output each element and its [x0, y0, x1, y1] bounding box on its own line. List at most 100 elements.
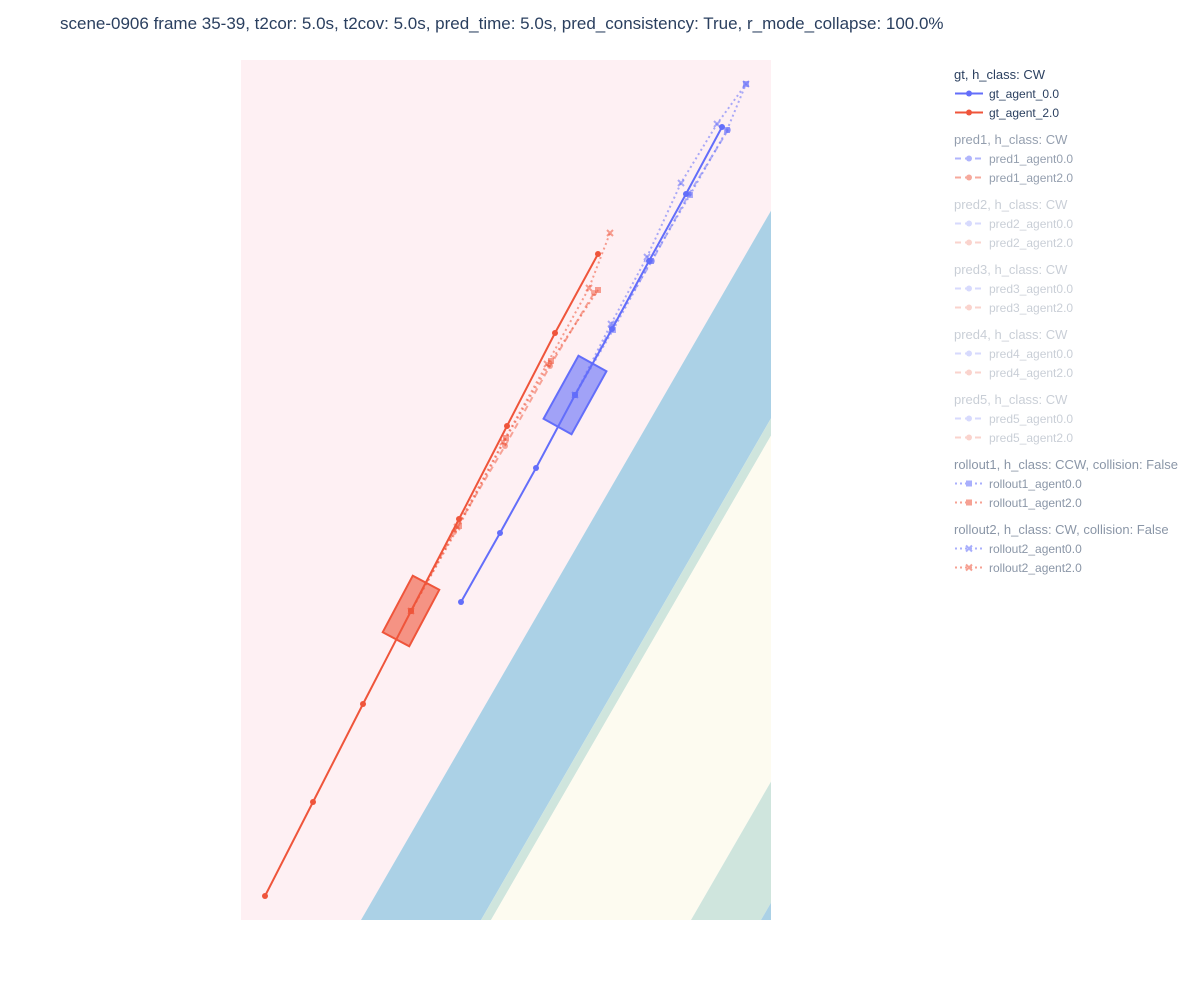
legend-group: pred5, h_class: CW pred5_agent0.0 pred5_ag… [954, 391, 1194, 447]
legend-item-label: pred1_agent2.0 [989, 170, 1074, 185]
series-point-gt_agent_2.0 [504, 423, 510, 429]
legend-item[interactable]: rollout2_agent0.0 [954, 539, 1194, 558]
map-layer [241, 60, 771, 920]
legend-marker-icon [966, 415, 972, 422]
series-rollout2_agent2.0 [407, 229, 614, 615]
legend-group: pred2, h_class: CW pred2_agent0.0 pred2_ag… [954, 196, 1194, 252]
legend-item-label: rollout2_agent2.0 [989, 560, 1082, 575]
legend-group-title: rollout2, h_class: CW, collision: False [954, 522, 1169, 537]
series-point-gt_agent_0.0 [719, 124, 725, 130]
legend-item[interactable]: pred2_agent0.0 [954, 214, 1194, 233]
series-point-rollout2_agent2.0 [543, 360, 551, 368]
legend-swatch-icon [955, 369, 983, 376]
series-point-rollout2_agent0.0 [713, 120, 721, 128]
legend-swatch-icon [955, 415, 983, 422]
map-band-green [691, 781, 771, 920]
series-point-rollout1_agent0.0 [610, 327, 616, 333]
legend-group-title: rollout1, h_class: CCW, collision: False [954, 457, 1178, 472]
series-point-rollout1_agent2.0 [595, 287, 601, 293]
series-point-gt_agent_0.0 [497, 530, 503, 536]
legend-swatch-icon [955, 480, 983, 487]
legend-group: rollout1, h_class: CCW, collision: False… [954, 456, 1194, 512]
legend-item[interactable]: pred1_agent0.0 [954, 149, 1194, 168]
series-point-rollout1_agent0.0 [687, 192, 693, 198]
series-point-gt_agent_2.0 [360, 701, 366, 707]
legend-group-title: gt, h_class: CW [954, 67, 1046, 82]
legend-group: pred4, h_class: CW pred4_agent0.0 pred4_ag… [954, 326, 1194, 382]
legend-item-label: pred5_agent2.0 [989, 430, 1074, 445]
legend-item[interactable]: pred5_agent2.0 [954, 428, 1194, 447]
legend-item[interactable]: pred4_agent0.0 [954, 344, 1194, 363]
series-point-rollout2_agent2.0 [453, 523, 461, 531]
legend-item-label: pred2_agent0.0 [989, 216, 1074, 231]
plot-area [241, 60, 771, 920]
series-point-rollout1_agent0.0 [724, 127, 730, 133]
series-point-rollout2_agent0.0 [643, 253, 651, 261]
legend-marker-icon [966, 480, 972, 487]
legend-item-label: pred4_agent0.0 [989, 346, 1074, 361]
legend-group-title: pred4, h_class: CW [954, 327, 1068, 342]
series-point-rollout1_agent2.0 [503, 435, 509, 441]
chart-title: scene-0906 frame 35-39, t2cor: 5.0s, t2c… [60, 14, 944, 33]
map-band-pink [241, 60, 771, 920]
series-point-rollout1_agent2.0 [548, 358, 554, 364]
legend-swatch-icon [955, 563, 983, 572]
legend-marker-icon [966, 109, 972, 116]
legend-marker-icon [965, 563, 973, 572]
series-point-rollout2_agent0.0 [607, 320, 615, 328]
legend-swatch-icon [955, 174, 983, 181]
legend-item-label: rollout1_agent2.0 [989, 495, 1082, 510]
legend-item[interactable]: gt_agent_0.0 [954, 84, 1194, 103]
legend-marker-icon [966, 350, 972, 357]
series-point-gt_agent_0.0 [458, 599, 464, 605]
legend-marker-icon [966, 155, 972, 162]
legend-group: rollout2, h_class: CW, collision: False r… [954, 521, 1194, 577]
legend-item[interactable]: pred3_agent0.0 [954, 279, 1194, 298]
legend-group-title: pred5, h_class: CW [954, 392, 1068, 407]
legend-marker-icon [966, 220, 972, 227]
legend-item-label: rollout2_agent0.0 [989, 541, 1082, 556]
legend-group-title: pred1, h_class: CW [954, 132, 1068, 147]
legend-item[interactable]: pred5_agent0.0 [954, 409, 1194, 428]
map-band-blue [361, 210, 771, 920]
series-point-rollout2_agent2.0 [499, 438, 507, 446]
legend-item[interactable]: rollout1_agent2.0 [954, 493, 1194, 512]
series-point-rollout2_agent0.0 [677, 179, 685, 187]
legend-item[interactable]: rollout1_agent0.0 [954, 474, 1194, 493]
legend-item-label: pred4_agent2.0 [989, 365, 1074, 380]
legend-item[interactable]: pred3_agent2.0 [954, 298, 1194, 317]
legend-item[interactable]: pred4_agent2.0 [954, 363, 1194, 382]
legend-marker-icon [966, 90, 972, 97]
trajectory-layer [262, 80, 750, 899]
series-point-rollout2_agent2.0 [606, 229, 614, 237]
legend-item-label: pred5_agent0.0 [989, 411, 1074, 426]
legend-item-label: pred1_agent0.0 [989, 151, 1074, 166]
legend-item-label: gt_agent_2.0 [989, 105, 1060, 120]
series-line-rollout2_agent0.0 [574, 83, 747, 396]
legend-marker-icon [966, 434, 972, 441]
series-point-gt_agent_2.0 [595, 251, 601, 257]
legend-swatch-icon [955, 434, 983, 441]
legend-marker-icon [966, 304, 972, 311]
legend-group: pred1, h_class: CW pred1_agent0.0 pred1_ag… [954, 131, 1194, 187]
legend-item[interactable]: rollout2_agent2.0 [954, 558, 1194, 577]
legend-marker-icon [966, 285, 972, 292]
legend-item-label: rollout1_agent0.0 [989, 476, 1082, 491]
map-band-green [481, 418, 771, 920]
legend-swatch-icon [955, 544, 983, 553]
legend-item[interactable]: pred1_agent2.0 [954, 168, 1194, 187]
legend-item[interactable]: gt_agent_2.0 [954, 103, 1194, 122]
legend-item[interactable]: pred2_agent2.0 [954, 233, 1194, 252]
legend-item-label: gt_agent_0.0 [989, 86, 1060, 101]
series-point-rollout2_agent2.0 [407, 607, 415, 615]
series-point-rollout1_agent0.0 [648, 258, 654, 264]
series-point-gt_agent_2.0 [310, 799, 316, 805]
legend-swatch-icon [955, 499, 983, 506]
series-line-gt_agent_0.0 [460, 126, 723, 603]
legend-swatch-icon [955, 239, 983, 246]
legend-swatch-icon [955, 155, 983, 162]
legend-marker-icon [966, 239, 972, 246]
legend-swatch-icon [955, 220, 983, 227]
legend-group: gt, h_class: CW gt_agent_0.0 gt_agent_2.0 [954, 66, 1194, 122]
